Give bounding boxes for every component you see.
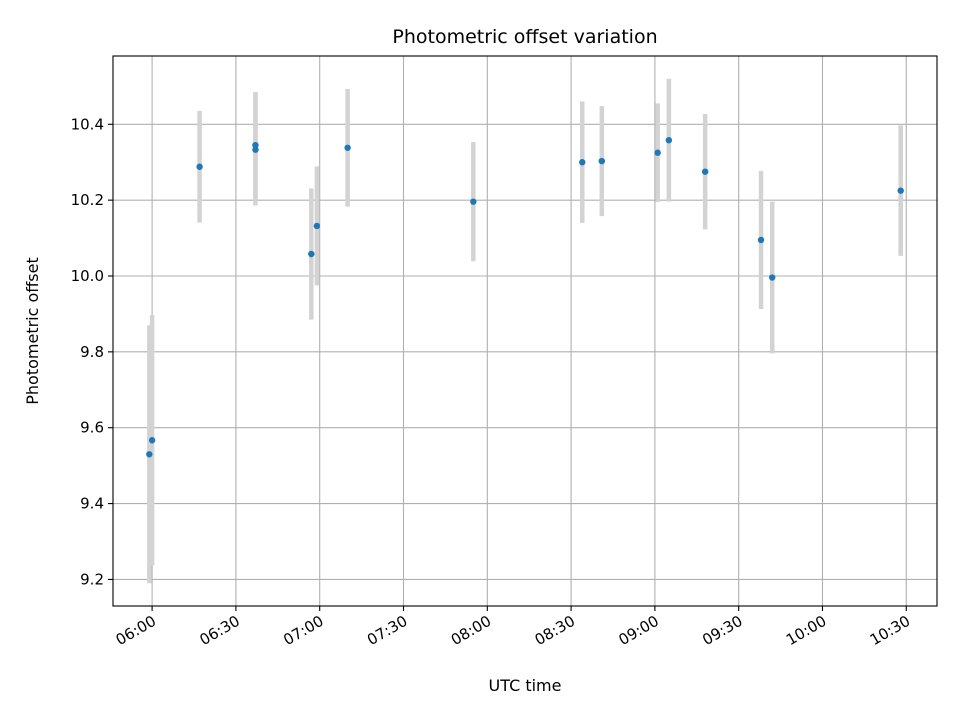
y-tick-label: 9.8 xyxy=(80,343,104,361)
data-point xyxy=(654,149,661,156)
data-point xyxy=(701,168,709,175)
data-point xyxy=(769,274,776,281)
y-axis-ticks: 9.2 9.4 9.6 9.8 10.0 10.2 10.4 xyxy=(71,115,113,588)
data-point xyxy=(344,144,351,151)
data-point xyxy=(470,198,477,205)
data-point xyxy=(313,222,321,230)
y-tick-label: 10.4 xyxy=(71,115,104,133)
data-point xyxy=(146,451,153,458)
y-tick-label: 9.4 xyxy=(80,495,104,513)
data-point xyxy=(579,159,586,166)
data-points xyxy=(146,137,904,458)
y-tick-label: 9.6 xyxy=(80,419,104,437)
x-axis-label: UTC time xyxy=(489,676,562,695)
data-point xyxy=(665,137,673,144)
grid-lines xyxy=(113,56,937,606)
y-tick-label: 10.2 xyxy=(71,191,104,209)
data-point xyxy=(897,187,904,194)
data-point xyxy=(598,157,606,165)
y-tick-label: 10.0 xyxy=(71,267,104,285)
plot-area-frame xyxy=(112,55,938,607)
data-point xyxy=(757,236,765,244)
data-point xyxy=(148,437,156,444)
data-point xyxy=(252,146,259,153)
data-point xyxy=(252,141,259,149)
y-tick-label: 9.2 xyxy=(80,570,104,588)
data-point xyxy=(308,250,315,258)
chart-title: Photometric offset variation xyxy=(392,26,657,48)
y-axis-label: Photometric offset xyxy=(23,257,42,405)
data-point xyxy=(196,163,203,170)
